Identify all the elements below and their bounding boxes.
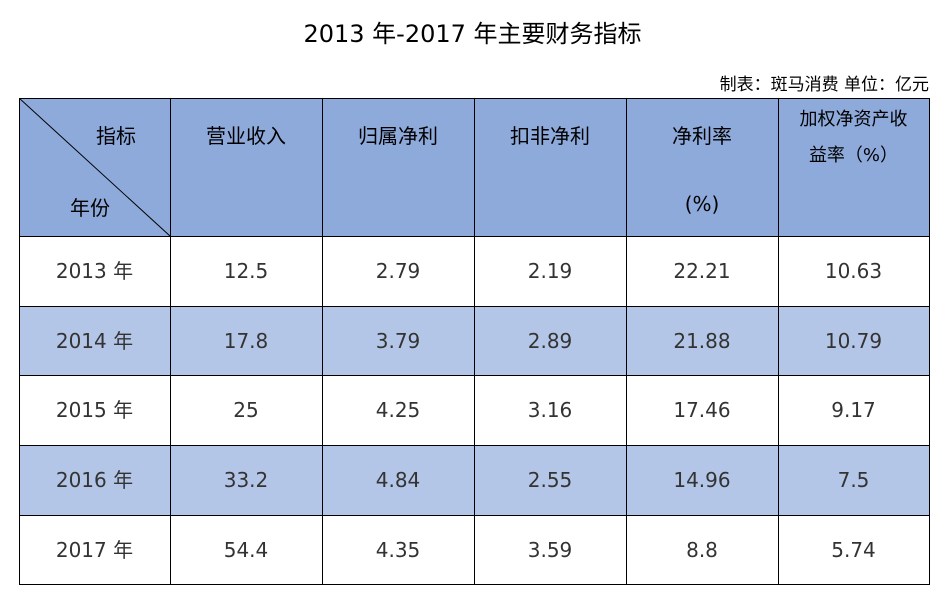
table-cell [322, 445, 475, 516]
cell-value: 2.19 [527, 259, 573, 283]
cell-value: 25 [233, 398, 259, 422]
row-label: 2014 年 [55, 328, 134, 353]
table-cell [626, 515, 779, 585]
column-header: 加权净资产收 [799, 109, 908, 130]
cell-value: 21.88 [673, 328, 731, 353]
column-header: 归属净利 [358, 124, 438, 148]
table-cell [474, 375, 627, 446]
table-cell [626, 375, 779, 446]
table-cell [474, 515, 627, 585]
cell-value: 2.79 [375, 259, 421, 283]
table-cell [170, 515, 323, 585]
cell-value: 4.25 [375, 398, 421, 422]
cell-value: 9.17 [831, 398, 876, 422]
cell-value: 3.59 [527, 537, 573, 562]
table-cell [19, 375, 171, 446]
table-cell [626, 306, 779, 376]
table-cell [778, 375, 930, 446]
column-header: 扣非净利 [510, 124, 590, 148]
table-cell [474, 306, 627, 376]
table-cell [170, 445, 323, 516]
row-label: 2016 年 [55, 468, 134, 492]
row-label: 2015 年 [55, 398, 134, 422]
column-header: 净利率 [672, 124, 732, 148]
cell-value: 2.55 [527, 468, 573, 492]
header-cell [170, 98, 323, 237]
table-cell [19, 306, 171, 376]
cell-value: 8.8 [686, 537, 718, 562]
cell-value: 17.46 [673, 398, 731, 422]
corner-top: 指标 [96, 124, 136, 148]
cell-value: 22.21 [673, 259, 731, 283]
cell-value: 14.96 [673, 468, 731, 492]
table-cell [322, 515, 475, 585]
table-cell [778, 236, 930, 307]
corner-bottom: 年份 [70, 196, 110, 220]
cell-value: 3.16 [527, 398, 573, 422]
header-cell [474, 98, 627, 237]
title: 2013 年-2017 年主要财务指标 [303, 20, 642, 48]
table-cell [778, 445, 930, 516]
header-cell [322, 98, 475, 237]
cell-value: 54.4 [223, 537, 269, 562]
cell-value: 10.63 [824, 259, 883, 283]
column-header: 益率（%） [808, 145, 899, 166]
table-cell [170, 306, 323, 376]
cell-value: 2.89 [527, 328, 573, 353]
diagonal-line [19, 98, 171, 237]
header-cell [626, 98, 779, 237]
table-cell [170, 375, 323, 446]
header-cell [778, 98, 930, 237]
cell-value: 4.84 [375, 468, 421, 492]
table-cell [322, 375, 475, 446]
row-label: 2017 年 [55, 537, 134, 562]
row-label: 2013 年 [55, 259, 134, 283]
column-header: 营业收入 [206, 124, 286, 148]
note: 制表：斑马消费 单位：亿元 [719, 75, 929, 95]
cell-value: 3.79 [375, 328, 421, 353]
diagonal [19, 98, 171, 237]
cell-value: 33.2 [223, 468, 269, 492]
cell-value: 17.8 [223, 328, 269, 353]
table-cell [19, 445, 171, 516]
table-cell [778, 515, 930, 585]
table-cell [474, 236, 627, 307]
table-cell [322, 306, 475, 376]
cell-value: 4.35 [375, 537, 421, 562]
cell-value: 10.79 [824, 328, 883, 353]
cell-value: 7.5 [837, 468, 870, 492]
column-header: (%) [684, 192, 720, 216]
cell-value: 5.74 [831, 537, 876, 562]
table-cell [19, 515, 171, 585]
cell-value: 12.5 [223, 259, 269, 283]
